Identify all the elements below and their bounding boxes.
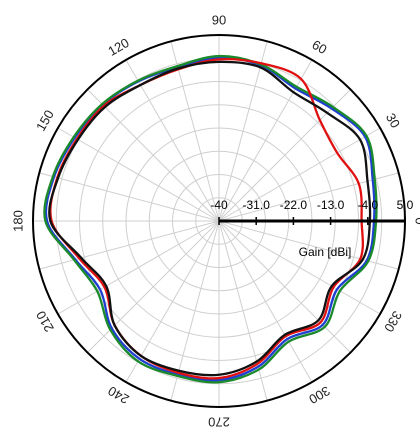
radial-tick-label: -40 (210, 198, 228, 212)
angle-label: 180 (11, 210, 26, 232)
grid-spoke (218, 89, 351, 222)
angle-label: 90 (212, 13, 226, 28)
grid-spoke (218, 220, 381, 315)
radial-gain-axis: -40 -31.0 -22.0 -13.0 -4.0 5.0 Gain [dBi] (210, 198, 413, 259)
radial-tick-label: -4.0 (357, 198, 378, 212)
grid-spoke (125, 59, 220, 222)
radial-axis-title: Gain [dBi] (299, 245, 352, 259)
grid-spoke (39, 220, 220, 270)
grid-spoke (218, 220, 351, 353)
angle-label: 120 (105, 35, 131, 59)
angle-label: 330 (381, 308, 405, 334)
radial-tick-label: 5.0 (397, 198, 414, 212)
grid-spoke (57, 127, 220, 222)
radial-tick-label: -22.0 (280, 198, 308, 212)
series-line-3 (49, 57, 365, 380)
angle-label: 210 (33, 308, 57, 334)
radial-tick-label: -31.0 (243, 198, 271, 212)
grid-spoke (87, 220, 220, 353)
grid-spoke (87, 89, 220, 222)
pattern-series-group (43, 54, 378, 384)
grid-spoke (218, 220, 268, 401)
grid-spoke (218, 59, 313, 222)
angle-label: 0 (413, 217, 420, 224)
angle-label: 300 (306, 383, 332, 407)
grid-spoke (218, 41, 268, 222)
grid-spoke (218, 220, 313, 383)
angle-label: 30 (383, 110, 403, 130)
angle-label: 270 (208, 415, 230, 430)
series-line-2 (43, 54, 378, 384)
radial-tick-label: -13.0 (317, 198, 345, 212)
angle-label: 60 (309, 37, 329, 57)
grid-spoke (218, 172, 399, 222)
angle-label: 150 (33, 107, 57, 133)
series-line-1 (44, 56, 376, 382)
grid-spoke (170, 41, 220, 222)
angle-label: 240 (105, 383, 131, 407)
grid-spoke (218, 127, 381, 222)
grid-spoke (57, 220, 220, 315)
series-line-4 (48, 60, 372, 377)
grid-spoke (39, 172, 220, 222)
